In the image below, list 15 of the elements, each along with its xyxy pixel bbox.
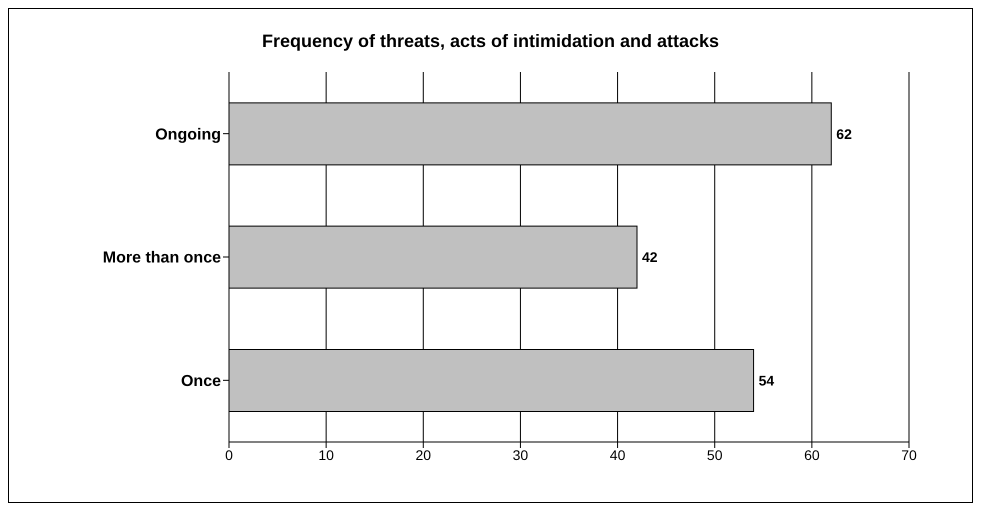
- x-tick-label: 10: [318, 446, 334, 463]
- x-tick-label: 20: [415, 446, 432, 463]
- x-tick-label: 70: [901, 446, 917, 463]
- data-label: 54: [758, 372, 774, 388]
- x-tick-label: 40: [610, 446, 626, 463]
- data-label: 62: [836, 126, 852, 142]
- y-tick-label: More than once: [102, 250, 222, 267]
- x-tick-label: 30: [512, 446, 528, 463]
- x-tick-label: 60: [804, 446, 820, 463]
- y-tick-label: Once: [180, 373, 222, 390]
- data-label: 42: [642, 249, 658, 266]
- chart-title: Frequency of threats, acts of intimidation and attacks: [260, 30, 720, 52]
- x-tick-label: 50: [706, 446, 723, 463]
- x-tick-label: 0: [225, 446, 234, 463]
- y-tick-label: Ongoing: [155, 126, 221, 144]
